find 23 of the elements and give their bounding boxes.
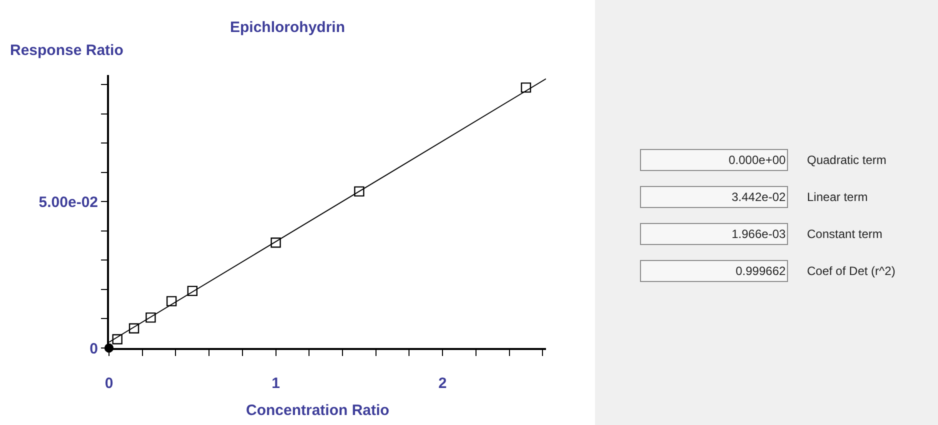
text: 0.000e+00: [728, 153, 786, 167]
y-tick-label: 5.00e-02: [38, 194, 98, 211]
text: Coef of Det (r^2): [807, 264, 896, 278]
text: 3.442e-02: [732, 190, 786, 204]
point: [520, 82, 532, 93]
x-tick-label: 1: [272, 375, 280, 392]
text: 1.966e-03: [732, 227, 786, 241]
x-tick-label: 0: [104, 375, 114, 392]
point: [166, 296, 177, 306]
point: [112, 334, 122, 344]
y-axis-title: Response Ratio: [10, 42, 124, 59]
text: Quadratic term: [807, 153, 886, 167]
text: Constant term: [807, 227, 882, 241]
text: 0.999662: [736, 264, 786, 278]
point: [187, 286, 198, 296]
point: [146, 312, 156, 323]
x-tick-label: 2: [438, 375, 447, 392]
point: [354, 186, 364, 197]
text: Linear term: [807, 190, 868, 204]
point: [270, 238, 281, 248]
x-axis-title: Concentration Ratio: [246, 402, 390, 419]
point: [128, 323, 140, 334]
chart-title: Epichlorohydrin: [230, 19, 346, 36]
